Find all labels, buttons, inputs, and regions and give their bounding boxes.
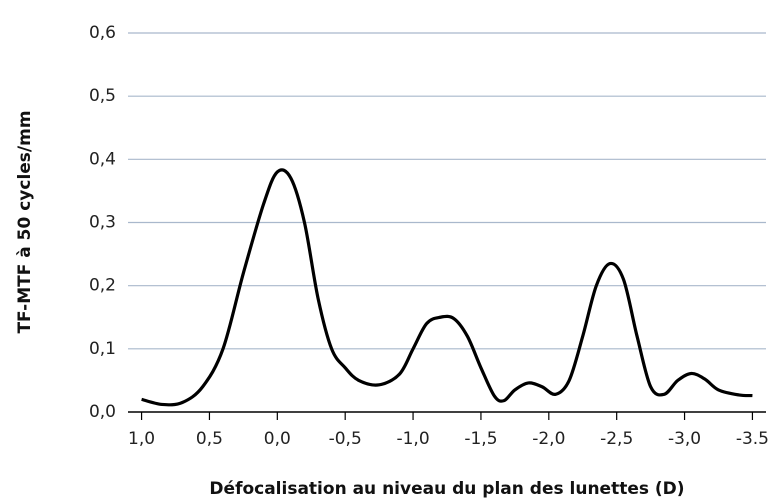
y-tick-label: 0,2: [89, 276, 116, 296]
x-tick-label: 0,5: [196, 429, 223, 449]
y-tick-label: 0,5: [89, 86, 116, 106]
x-tick-label: -2,5: [600, 429, 633, 449]
x-axis-label: Défocalisation au niveau du plan des lun…: [209, 479, 684, 499]
y-tick-label: 0,6: [89, 23, 116, 43]
y-tick-label: 0,3: [89, 213, 116, 233]
x-tick-label: -1,0: [396, 429, 429, 449]
y-tick-label: 0,1: [89, 339, 116, 359]
x-tick-label: 1,0: [128, 429, 155, 449]
y-tick-label: 0,0: [89, 402, 116, 422]
x-tick-label: -3,0: [668, 429, 701, 449]
x-tick-label: -1,5: [464, 429, 497, 449]
y-tick-label: 0,4: [89, 149, 116, 169]
y-axis-label: TF-MTF à 50 cycles/mm: [15, 110, 35, 333]
x-tick-label: -2,0: [532, 429, 565, 449]
x-tick-label: -3.5: [736, 429, 769, 449]
data-line: [141, 168, 753, 407]
x-tick-label: -0,5: [329, 429, 362, 449]
x-tick-label: 0,0: [264, 429, 291, 449]
